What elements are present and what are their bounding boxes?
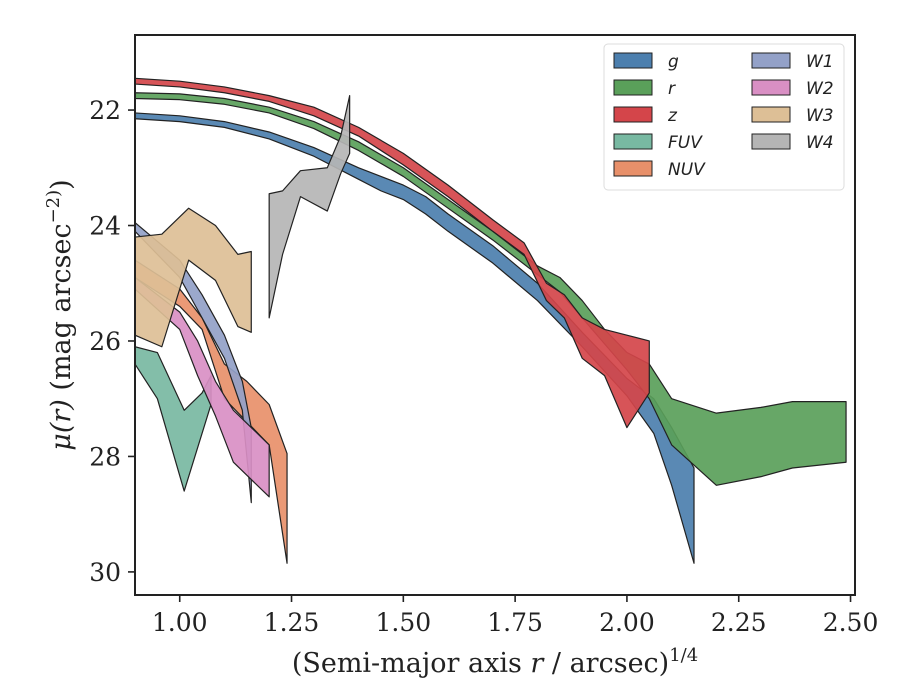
legend-label-fuv: FUV	[668, 133, 703, 153]
y-tick-label: 22	[89, 96, 121, 125]
x-tick-label: 2.25	[711, 608, 767, 637]
legend: grz FUV NUV W1 W2 W3 W4	[603, 43, 845, 191]
legend-swatch-g	[613, 52, 653, 69]
legend-label-w2: W2	[806, 79, 834, 99]
band-w2	[135, 276, 270, 498]
x-tick-label: 2.50	[823, 608, 879, 637]
x-tick-label: 2.00	[599, 608, 655, 637]
band-w3	[135, 207, 252, 348]
series-bands	[135, 77, 847, 564]
y-axis-ticks: 22 24 26 28 30	[89, 96, 135, 587]
legend-label-nuv: NUV	[668, 160, 706, 180]
band-nuv	[135, 259, 288, 564]
legend-label-z: z	[667, 106, 678, 126]
legend-label-w4: W4	[806, 133, 834, 153]
band-z	[135, 77, 650, 429]
band-r	[135, 92, 847, 486]
legend-label-r: r	[668, 79, 676, 99]
legend-swatch-fuv	[613, 133, 653, 150]
plot-frame	[134, 34, 856, 596]
x-tick-label: 1.00	[152, 608, 208, 637]
legend-swatch-r	[613, 79, 653, 96]
legend-label-w3: W3	[806, 106, 834, 126]
legend-swatch-z	[613, 106, 653, 123]
y-tick-label: 28	[89, 442, 121, 471]
legend-swatch-w1	[751, 52, 791, 69]
x-axis-ticks: 1.00 1.25 1.50 1.75 2.00 2.25 2.50	[152, 595, 878, 637]
legend-swatch-w3	[751, 106, 791, 123]
legend-swatch-nuv	[613, 160, 653, 177]
legend-label-g: g	[668, 52, 679, 72]
band-w4	[268, 95, 351, 319]
legend-label-w1: W1	[806, 52, 834, 72]
legend-swatch-w4	[751, 133, 791, 150]
x-tick-label: 1.25	[264, 608, 320, 637]
y-tick-label: 24	[89, 212, 121, 241]
y-axis-title: μ(r) (mag arcsec−2))	[43, 179, 77, 450]
legend-swatch-w2	[751, 79, 791, 96]
y-tick-label: 26	[89, 327, 121, 356]
x-axis-title: (Semi-major axis r / arcsec)1/4	[292, 645, 698, 679]
y-tick-label: 30	[89, 558, 121, 587]
x-tick-label: 1.75	[487, 608, 543, 637]
x-tick-label: 1.50	[375, 608, 431, 637]
